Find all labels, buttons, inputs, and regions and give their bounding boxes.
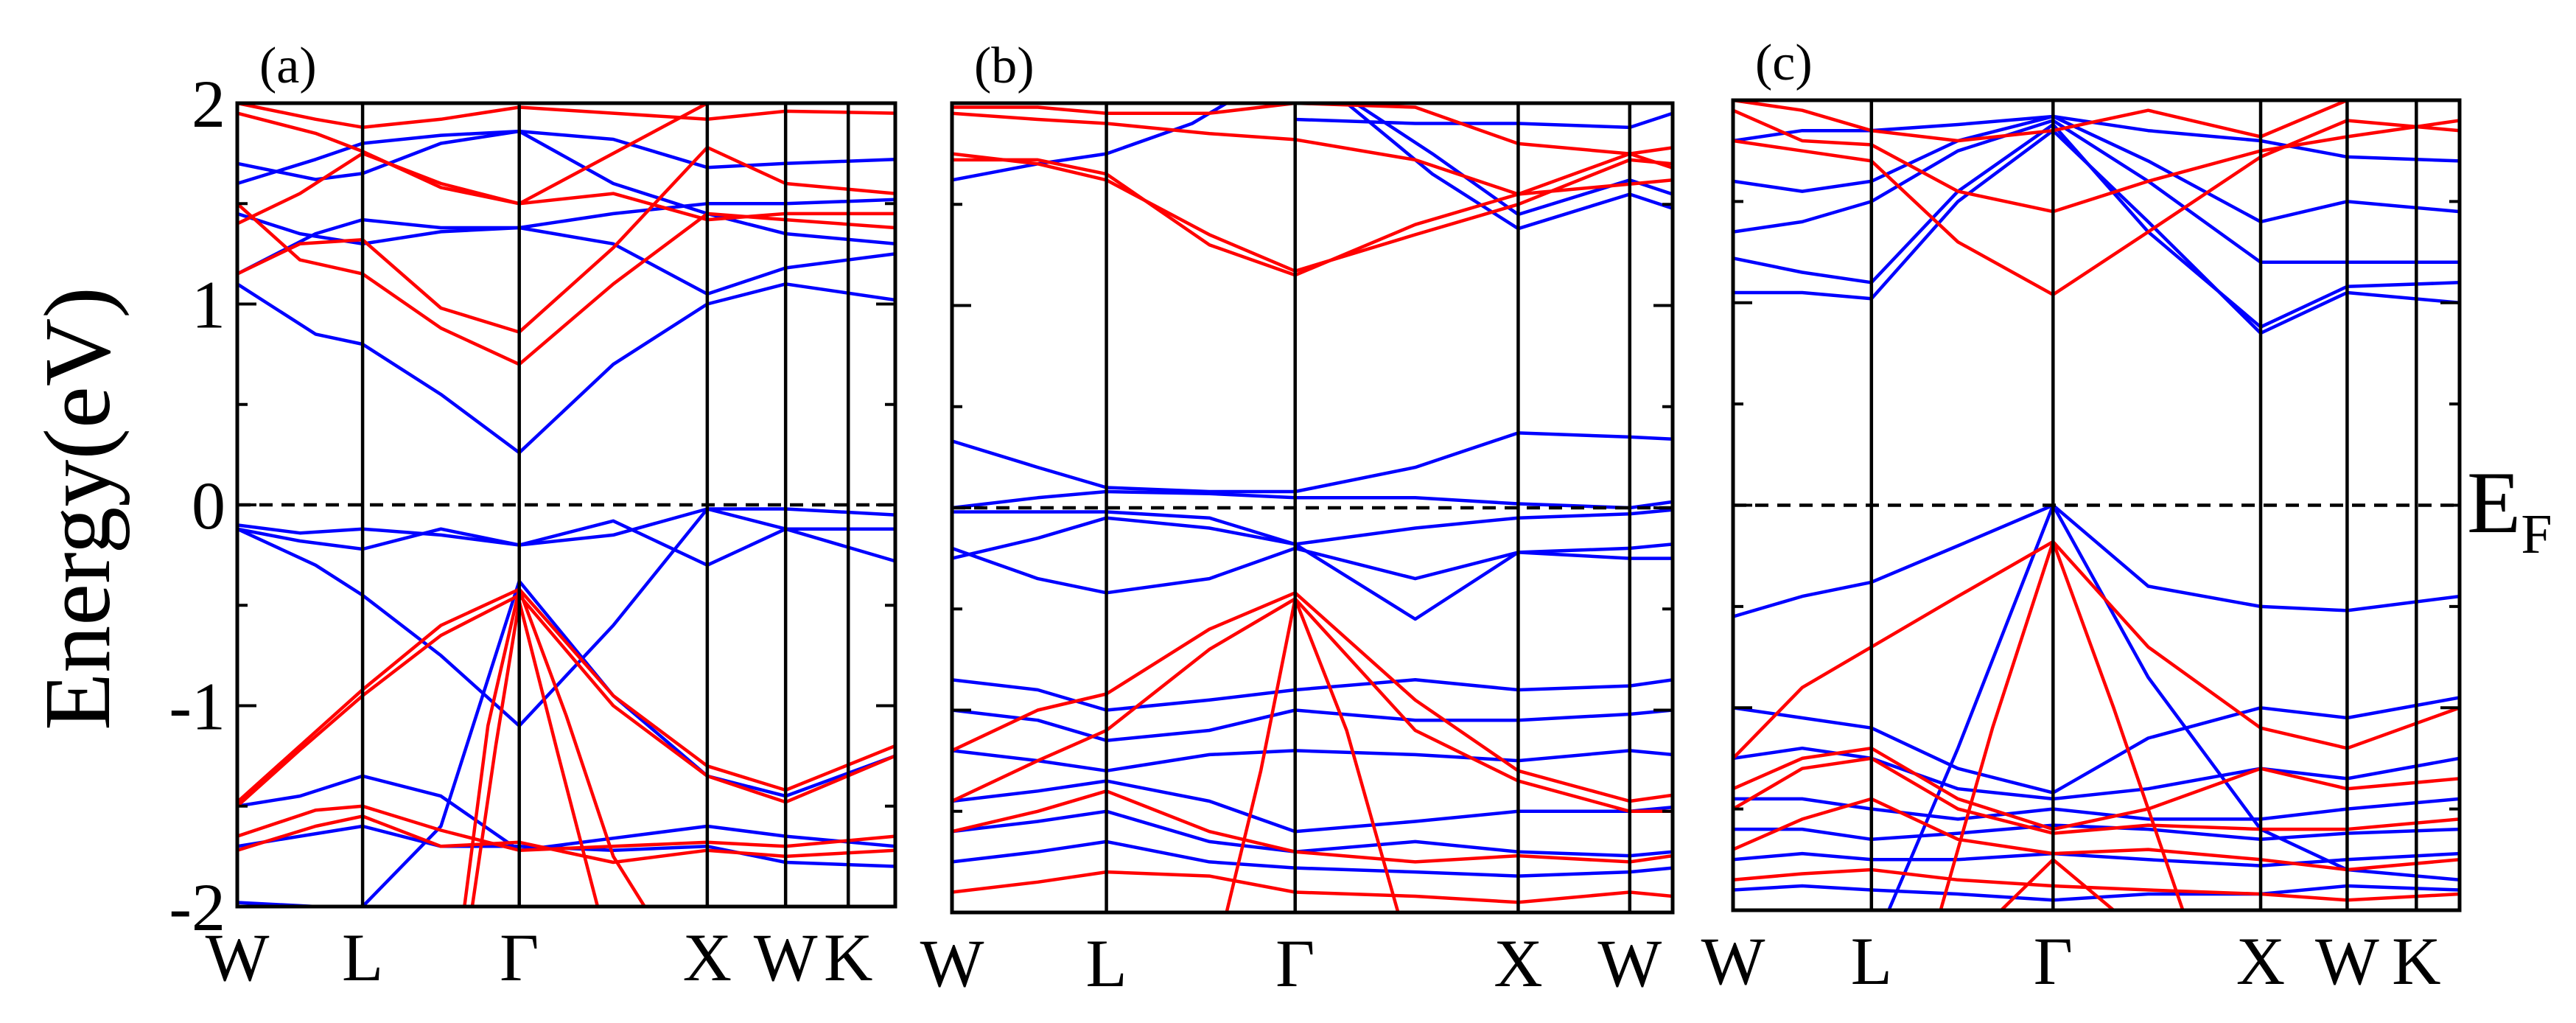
spin-down-band-line (952, 516, 1673, 621)
fermi-level-label: EF (2467, 453, 2552, 565)
spin-down-band-line (237, 282, 895, 455)
panel-c: W L Γ X W K(c) (1701, 35, 2462, 999)
kpoint-label: W (920, 926, 984, 1001)
spin-down-band-line (237, 217, 895, 296)
spin-down-band-line (952, 508, 1673, 546)
spin-down-band-line (952, 431, 1673, 494)
kpoint-label: X (683, 920, 732, 995)
spin-up-band-line (237, 103, 708, 226)
kpoint-label: L (1851, 924, 1892, 999)
kpoint-label: W (1701, 924, 1765, 999)
spin-up-band-line (1733, 540, 2460, 760)
spin-down-band-line (1887, 503, 2460, 910)
kpoint-label: K (824, 920, 872, 995)
kpoint-label: K (2392, 924, 2440, 999)
kpoint-label: X (2236, 924, 2285, 999)
kpoint-label: W (1597, 926, 1662, 1001)
kpoint-label: Γ (1275, 926, 1315, 1001)
kpoint-label: X (1494, 926, 1542, 1001)
panel-label: (c) (1755, 35, 1813, 91)
spin-down-band-line (952, 749, 1673, 773)
spin-up-band-line (1733, 746, 2460, 831)
spin-up-band-line (237, 587, 895, 803)
fermi-label-main: E (2467, 453, 2521, 551)
kpoint-label: L (342, 920, 383, 995)
kpoint-label: Γ (2034, 924, 2073, 999)
spin-up-band-line (952, 870, 1673, 904)
y-axis-label: Energy(eV) (25, 287, 130, 730)
kpoint-label: W (754, 920, 818, 995)
y-tick-label: 2 (192, 66, 225, 142)
kpoint-label: L (1085, 926, 1127, 1001)
spin-up-band-line (1733, 108, 2460, 214)
fermi-label-sub: F (2521, 503, 2552, 565)
panel-label: (a) (259, 38, 317, 94)
panel-label: (b) (974, 38, 1035, 94)
y-tick-label: 0 (192, 468, 225, 543)
spin-up-band-line (237, 103, 895, 129)
spin-down-band-line (952, 489, 1673, 510)
spin-down-band-line (1295, 111, 1673, 130)
spin-down-band-line (1733, 128, 2460, 335)
spin-down-band-line (1733, 746, 2460, 801)
spin-up-band-line (1733, 100, 2348, 143)
spin-up-band-line (237, 593, 895, 808)
spin-down-band-line (952, 708, 1673, 742)
spin-up-band-line (237, 814, 895, 865)
spin-up-band-line (463, 587, 646, 907)
y-tick-label: -2 (169, 870, 225, 945)
panel-b: W L Γ X W(b) (920, 38, 1675, 1001)
kpoint-label: Γ (500, 920, 539, 995)
spin-up-band-line (952, 103, 1673, 156)
spin-down-band-line (1733, 851, 2460, 867)
y-tick-label: -1 (169, 669, 225, 744)
spin-down-band-line (237, 579, 895, 907)
spin-down-band-line (1733, 503, 2460, 618)
spin-up-band-line (952, 152, 1673, 273)
kpoint-label: W (206, 920, 270, 995)
spin-down-band-line (237, 507, 895, 547)
kpoint-label: W (2315, 924, 2379, 999)
y-tick-label: 1 (192, 268, 225, 343)
